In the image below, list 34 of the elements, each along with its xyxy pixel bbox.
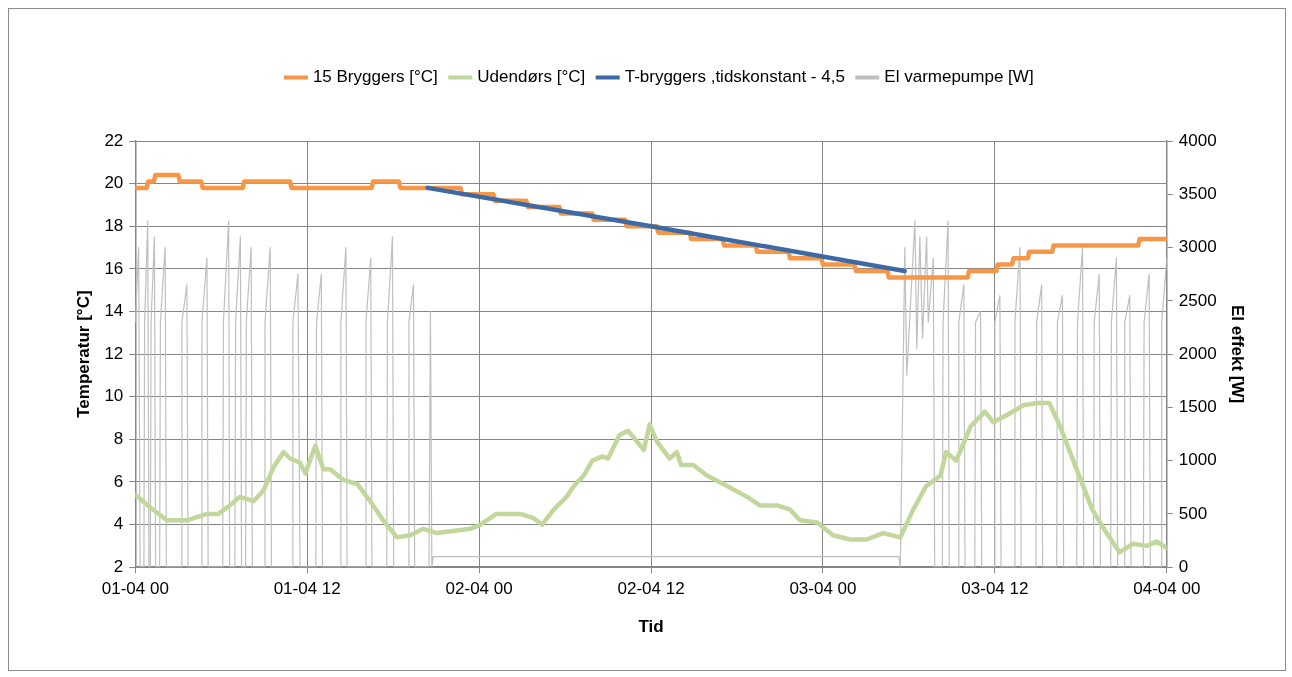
y2-tick-label: 500 — [1178, 503, 1208, 523]
y-tick-label: 6 — [113, 471, 124, 491]
y-tick-label: 14 — [104, 301, 124, 321]
x-axis-title: Tid — [638, 617, 664, 637]
y-tick-label: 20 — [104, 173, 124, 193]
x-tick-label: 01-04 00 — [101, 579, 169, 599]
y-tick-label: 4 — [113, 514, 124, 534]
x-tick-label: 03-04 12 — [961, 579, 1029, 599]
y-tick-label: 16 — [104, 258, 124, 278]
y2-tick-label: 0 — [1178, 556, 1189, 576]
x-tick-label: 01-04 12 — [273, 579, 341, 599]
y-axis-title: Temperatur [°C] — [73, 290, 93, 418]
x-tick-label: 02-04 00 — [445, 579, 513, 599]
y-tick-label: 22 — [104, 130, 124, 150]
y2-tick-label: 3500 — [1178, 183, 1217, 203]
y2-tick-label: 2000 — [1178, 343, 1217, 363]
legend-label: 15 Bryggers [°C] — [312, 67, 438, 87]
y-tick-label: 10 — [104, 386, 124, 406]
y2-tick-label: 2500 — [1178, 290, 1217, 310]
legend-label: Udendørs [°C] — [477, 67, 586, 87]
legend-label: T-bryggers ,tidskonstant - 4,5 — [624, 67, 845, 87]
y-tick-label: 18 — [104, 215, 124, 235]
y-tick-label: 8 — [113, 429, 124, 449]
y-tick-label: 2 — [113, 556, 124, 576]
y2-tick-label: 3000 — [1178, 237, 1217, 257]
x-tick-label: 02-04 12 — [617, 579, 685, 599]
y-tick-label: 12 — [104, 343, 124, 363]
legend-label: El varmepumpe [W] — [884, 67, 1034, 87]
x-tick-label: 04-04 00 — [1133, 579, 1201, 599]
y2-axis-title: El effekt [W] — [1228, 304, 1248, 404]
y2-tick-label: 4000 — [1178, 130, 1217, 150]
y2-tick-label: 1000 — [1178, 450, 1217, 470]
x-tick-label: 03-04 00 — [789, 579, 857, 599]
y2-tick-label: 1500 — [1178, 397, 1217, 417]
